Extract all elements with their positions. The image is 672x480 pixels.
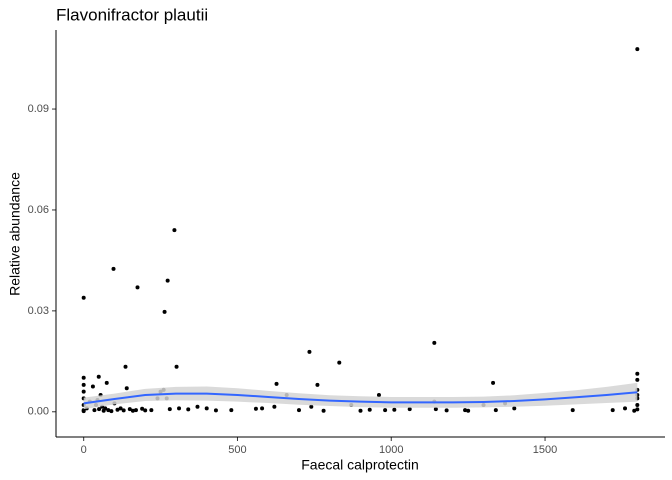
point xyxy=(307,349,312,354)
point xyxy=(135,285,140,290)
point xyxy=(635,47,640,52)
point xyxy=(172,228,177,233)
point xyxy=(610,408,615,413)
smooth-line xyxy=(83,391,638,405)
y-tick-label: 0.09 xyxy=(28,103,49,115)
point xyxy=(118,406,123,411)
point xyxy=(81,295,86,300)
point xyxy=(635,407,640,412)
point xyxy=(149,408,154,413)
point xyxy=(81,375,86,380)
x-tick-label: 1500 xyxy=(533,444,557,456)
point xyxy=(165,278,170,283)
point xyxy=(97,407,102,412)
point xyxy=(433,407,438,412)
point xyxy=(376,392,381,397)
point xyxy=(635,371,640,376)
confidence-band xyxy=(83,382,638,410)
point xyxy=(124,386,129,391)
point xyxy=(296,408,301,413)
point xyxy=(104,380,109,385)
point xyxy=(204,406,209,411)
point xyxy=(337,360,342,365)
point xyxy=(115,407,120,412)
point xyxy=(143,408,148,413)
point xyxy=(174,364,179,369)
point xyxy=(103,406,108,411)
point xyxy=(512,406,517,411)
x-tick-label: 1000 xyxy=(379,444,403,456)
point xyxy=(109,409,114,414)
point xyxy=(177,406,182,411)
point xyxy=(106,408,111,413)
point xyxy=(463,408,468,413)
point xyxy=(162,309,167,314)
point xyxy=(272,404,277,409)
point xyxy=(392,407,397,412)
point xyxy=(466,408,471,413)
point xyxy=(321,408,326,413)
point xyxy=(92,408,97,413)
point xyxy=(130,408,135,413)
point xyxy=(253,406,258,411)
point xyxy=(367,407,372,412)
x-tick-label: 0 xyxy=(81,444,87,456)
point xyxy=(140,406,145,411)
x-tick-label: 500 xyxy=(228,444,246,456)
y-tick-label: 0.06 xyxy=(28,204,49,216)
point xyxy=(133,408,138,413)
point xyxy=(315,382,320,387)
point xyxy=(632,408,637,413)
point xyxy=(493,408,498,413)
point xyxy=(570,408,575,413)
y-tick-label: 0.00 xyxy=(28,406,49,418)
point xyxy=(309,404,314,409)
x-axis-label: Faecal calprotectin xyxy=(301,457,419,473)
point xyxy=(121,408,126,413)
point xyxy=(81,382,86,387)
point xyxy=(213,408,218,413)
point xyxy=(186,407,191,412)
point xyxy=(90,384,95,389)
point xyxy=(81,409,86,414)
point xyxy=(623,406,628,411)
point xyxy=(260,406,265,411)
point xyxy=(127,407,132,412)
point xyxy=(358,408,363,413)
point xyxy=(444,408,449,413)
point xyxy=(635,377,640,382)
point xyxy=(81,389,86,394)
y-tick-label: 0.03 xyxy=(28,305,49,317)
point xyxy=(432,340,437,345)
point xyxy=(274,381,279,386)
point xyxy=(383,408,388,413)
chart-title: Flavonifractor plautii xyxy=(56,5,208,24)
y-axis-label: Relative abundance xyxy=(7,172,23,296)
point xyxy=(229,408,234,413)
point xyxy=(111,266,116,271)
point xyxy=(635,403,640,408)
point xyxy=(96,374,101,379)
point xyxy=(167,407,172,412)
point xyxy=(491,380,496,385)
point xyxy=(123,364,128,369)
point xyxy=(195,404,200,409)
point xyxy=(407,407,412,412)
